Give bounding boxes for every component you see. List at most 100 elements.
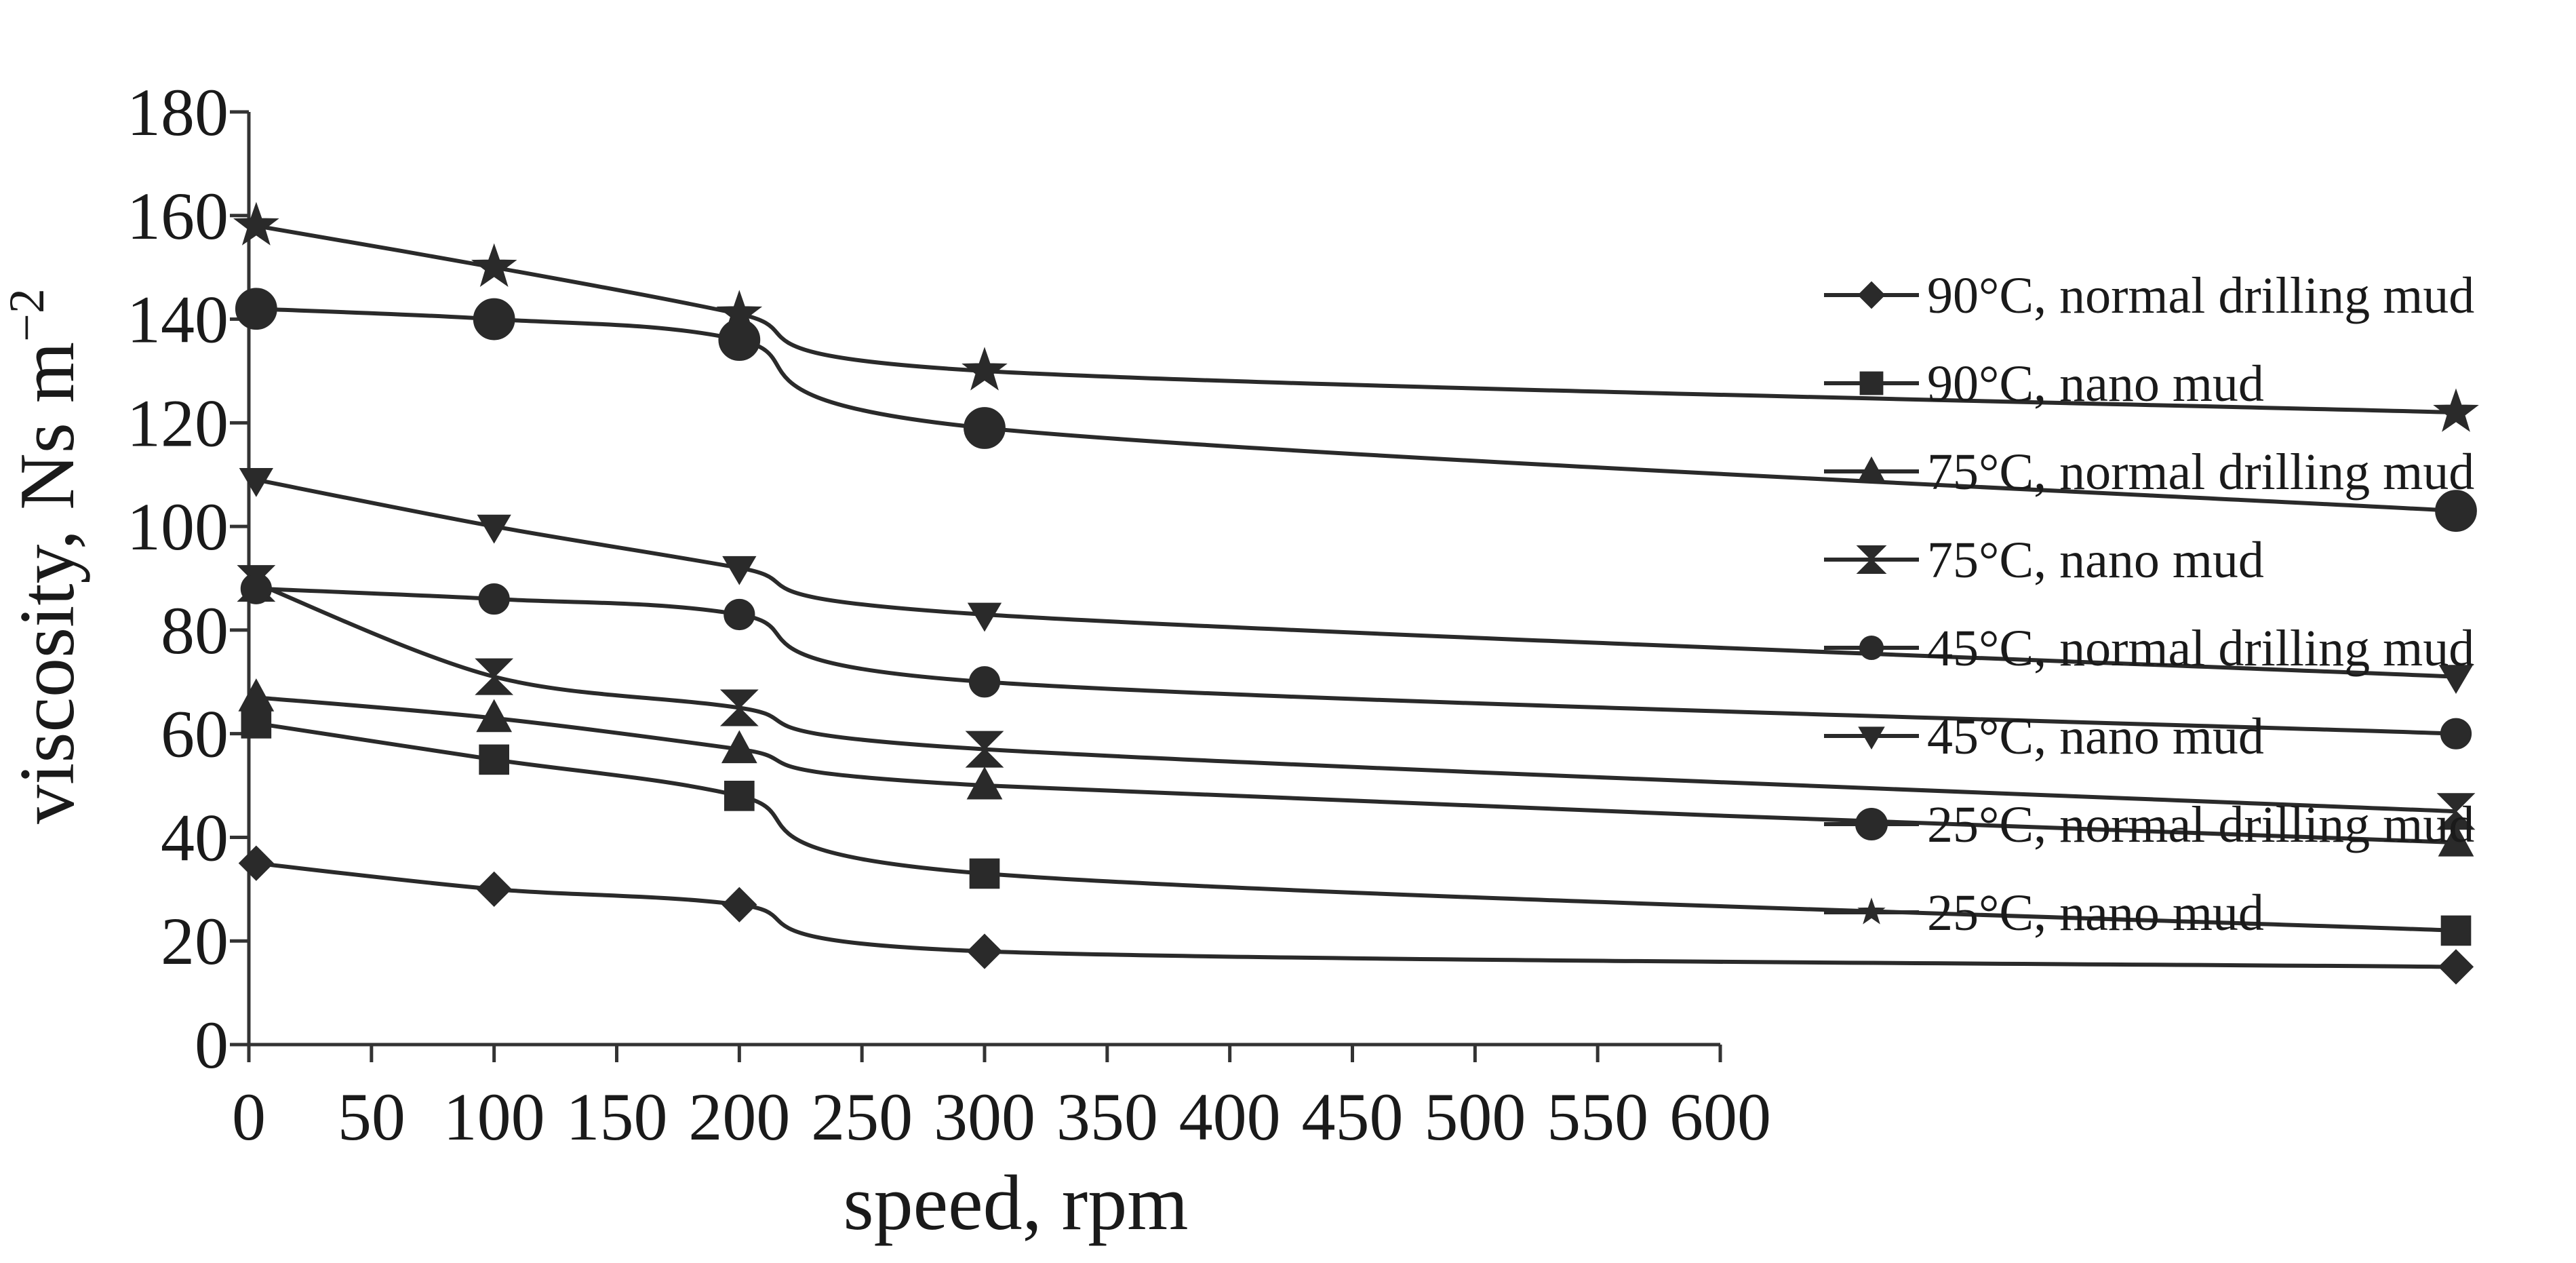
data-point	[2433, 388, 2479, 432]
series-lines	[233, 201, 2479, 985]
data-point	[241, 708, 272, 739]
marker-diamond	[721, 887, 757, 922]
marker-star	[962, 347, 1008, 391]
data-point	[962, 347, 1008, 391]
x-axis-title: speed, rpm	[844, 1160, 1189, 1247]
legend-item: 75°C, normal drilling mud	[1824, 444, 2474, 501]
x-tick-label: 450	[1302, 1079, 1404, 1154]
marker-diamond	[476, 871, 512, 907]
data-point	[965, 731, 1004, 768]
marker-circle	[2440, 718, 2472, 750]
data-point	[238, 845, 274, 881]
data-point	[2436, 793, 2476, 830]
marker-star	[1857, 897, 1886, 925]
marker-hourglass	[2436, 793, 2476, 830]
data-point	[716, 290, 763, 334]
data-point	[721, 887, 757, 922]
y-tick-label: 100	[127, 489, 229, 564]
legend-label: 75°C, normal drilling mud	[1927, 444, 2474, 501]
legend-item: 75°C, nano mud	[1824, 532, 2264, 589]
marker-star	[233, 201, 279, 246]
x-tick-label: 300	[934, 1079, 1035, 1154]
marker-circle	[968, 666, 1001, 698]
marker-circle-large	[1855, 808, 1888, 840]
data-point	[473, 298, 515, 341]
y-axis-title-main: viscosity, Ns m	[4, 342, 91, 824]
legend-label: 25°C, normal drilling mud	[1927, 796, 2474, 853]
marker-circle-large	[473, 298, 515, 341]
marker-diamond	[1857, 281, 1886, 309]
data-point	[2440, 718, 2472, 750]
data-point	[966, 933, 1003, 969]
series-5	[240, 572, 2472, 750]
marker-diamond	[966, 933, 1003, 969]
legend-marker	[1857, 456, 1886, 482]
marker-square	[479, 744, 509, 775]
series-line	[255, 581, 2457, 814]
data-point	[471, 243, 517, 287]
marker-square	[1859, 371, 1884, 395]
data-point	[2438, 949, 2474, 985]
y-tick-label: 20	[161, 903, 229, 979]
data-point	[478, 583, 510, 615]
legend-label: 75°C, nano mud	[1927, 532, 2264, 589]
series-1	[238, 845, 2474, 985]
data-point	[719, 689, 759, 726]
marker-square	[724, 781, 755, 811]
x-tick-label: 150	[566, 1079, 668, 1154]
legend-label: 90°C, nano mud	[1927, 355, 2264, 412]
marker-circle	[240, 572, 272, 604]
data-point	[968, 666, 1001, 698]
legend-marker	[1855, 808, 1888, 840]
marker-star	[2433, 388, 2479, 432]
marker-square	[2440, 915, 2472, 946]
data-point	[233, 201, 279, 246]
marker-square	[969, 858, 1000, 889]
marker-triangle-down	[967, 602, 1002, 632]
marker-triangle-down	[722, 556, 757, 585]
x-tick-label: 250	[811, 1079, 913, 1154]
marker-triangle-down	[1858, 726, 1885, 750]
data-point	[238, 678, 275, 712]
marker-square	[241, 708, 272, 739]
marker-hourglass	[475, 658, 514, 695]
data-point	[967, 602, 1002, 632]
marker-triangle-up	[1857, 456, 1886, 482]
data-point	[2440, 915, 2472, 946]
x-tick-label: 600	[1669, 1079, 1771, 1154]
legend-item: 45°C, normal drilling mud	[1824, 620, 2474, 677]
marker-circle	[1859, 636, 1884, 660]
legend-marker	[1859, 371, 1884, 395]
marker-circle-large	[964, 407, 1006, 449]
x-tick-label: 400	[1179, 1079, 1281, 1154]
marker-circle-large	[2435, 490, 2477, 532]
legend-item: 90°C, nano mud	[1824, 355, 2264, 412]
legend-label: 45°C, normal drilling mud	[1927, 620, 2474, 677]
x-tick-label: 500	[1424, 1079, 1526, 1154]
y-tick-label: 140	[127, 282, 229, 357]
series-4	[237, 565, 2476, 830]
legend-label: 25°C, nano mud	[1927, 885, 2264, 941]
data-point	[479, 744, 509, 775]
data-point	[477, 514, 511, 544]
data-point	[235, 288, 277, 330]
y-tick-label: 160	[127, 178, 229, 254]
data-point	[964, 407, 1006, 449]
marker-triangle-down	[239, 467, 273, 497]
legend-marker	[1856, 545, 1887, 574]
y-axis-title: viscosity, Ns m−2	[0, 288, 91, 824]
marker-hourglass	[1856, 545, 1887, 574]
data-point	[2438, 823, 2474, 857]
data-point	[240, 572, 272, 604]
data-point	[2435, 490, 2477, 532]
data-point	[721, 730, 757, 764]
y-tick-label: 40	[161, 800, 229, 875]
marker-triangle-up	[476, 699, 513, 733]
marker-circle	[724, 598, 755, 631]
y-tick-label: 180	[127, 75, 229, 150]
data-point	[239, 467, 273, 497]
data-point	[718, 319, 761, 362]
data-point	[2438, 665, 2474, 695]
